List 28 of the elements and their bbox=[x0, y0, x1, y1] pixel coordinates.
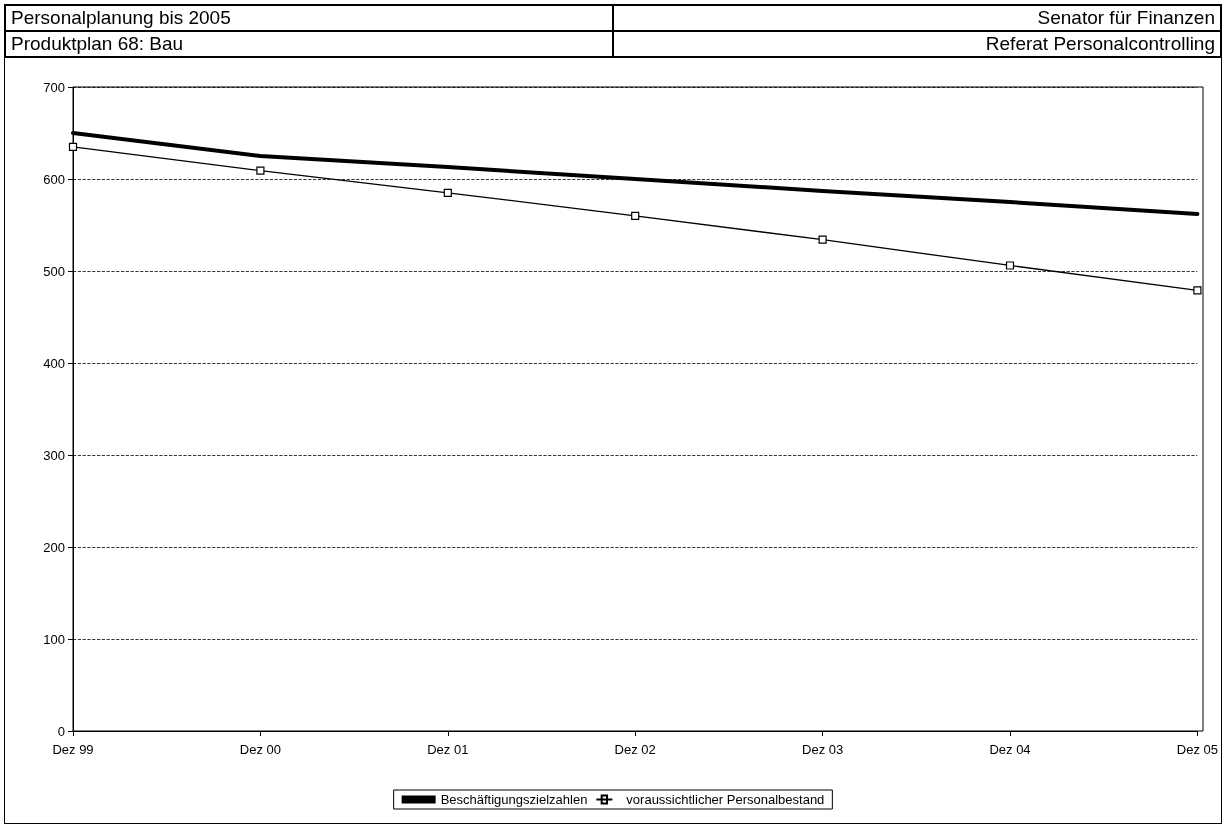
y-tick-label: 100 bbox=[43, 631, 65, 647]
y-tick-label: 700 bbox=[43, 79, 65, 95]
x-tick-label: Dez 03 bbox=[802, 742, 844, 757]
y-tick-label: 200 bbox=[43, 539, 65, 555]
legend-label: voraussichtlicher Personalbestand bbox=[626, 792, 825, 807]
y-tick-label: 0 bbox=[57, 723, 65, 739]
point bbox=[1193, 286, 1202, 295]
chart-title: Personalplanung bis 2005 bbox=[5, 5, 613, 31]
x-tick-label: Dez 02 bbox=[614, 742, 656, 757]
point bbox=[818, 235, 827, 244]
point bbox=[68, 142, 78, 151]
chart-subtitle: Produktplan 68: Bau bbox=[5, 31, 613, 57]
point bbox=[256, 166, 265, 175]
x-tick-label: Dez 00 bbox=[239, 742, 281, 757]
x-tick-label: Dez 04 bbox=[989, 742, 1031, 757]
text: Referat Personalcontrolling bbox=[613, 31, 1221, 57]
legend-label: Beschäftigungszielzahlen bbox=[440, 792, 588, 807]
x-tick-label: Dez 01 bbox=[427, 742, 469, 757]
y-tick-label: 600 bbox=[43, 171, 65, 187]
y-tick-label: 400 bbox=[43, 355, 65, 371]
text: Senator für Finanzen bbox=[613, 5, 1221, 31]
point bbox=[443, 188, 452, 197]
point bbox=[1005, 261, 1015, 270]
y-tick-label: 500 bbox=[43, 263, 65, 279]
y-tick-label: 300 bbox=[43, 447, 65, 463]
point bbox=[631, 211, 640, 220]
x-tick-label: Dez 99 bbox=[52, 742, 94, 757]
x-tick-label: Dez 05 bbox=[1176, 742, 1219, 757]
